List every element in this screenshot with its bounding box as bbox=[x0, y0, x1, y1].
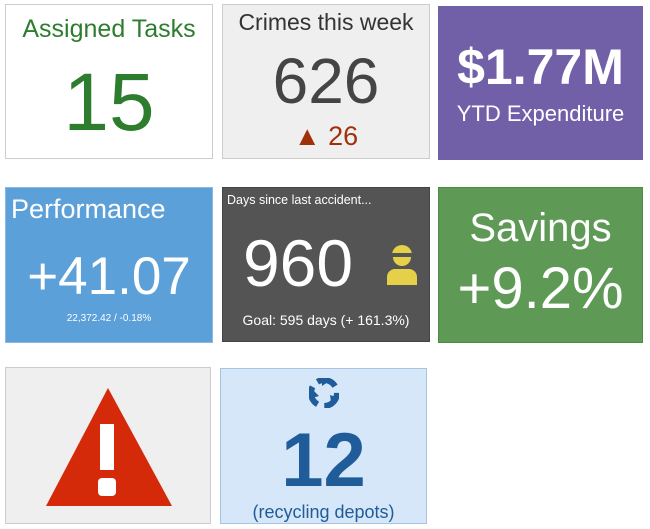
savings-card: Savings +9.2% bbox=[438, 187, 643, 343]
card-label: YTD Expenditure bbox=[456, 101, 625, 126]
performance-card: Performance +41.07 22,372.42 / -0.18% bbox=[5, 187, 213, 343]
card-title: Performance bbox=[11, 194, 166, 224]
card-value: +9.2% bbox=[457, 256, 624, 321]
card-detail: 22,372.42 / -0.18% bbox=[66, 313, 152, 324]
up-triangle-icon: ▲ bbox=[293, 121, 321, 151]
warning-card bbox=[5, 367, 211, 524]
worker-icon bbox=[387, 245, 417, 285]
card-value: $1.77M bbox=[457, 39, 624, 95]
card-value: 626 bbox=[272, 45, 380, 117]
recycling-card: 12 (recycling depots) bbox=[220, 368, 427, 524]
card-title: Assigned Tasks bbox=[22, 15, 196, 43]
card-value: 960 bbox=[242, 226, 354, 300]
card-value: 12 bbox=[281, 418, 366, 503]
warning-triangle-icon bbox=[46, 388, 172, 506]
card-label: (recycling depots) bbox=[252, 502, 395, 522]
card-value: 15 bbox=[63, 57, 155, 148]
recycle-icon bbox=[309, 378, 339, 408]
expenditure-card: $1.77M YTD Expenditure bbox=[438, 6, 643, 160]
card-delta: ▲ 26 bbox=[223, 123, 429, 150]
card-title: Crimes this week bbox=[238, 9, 414, 35]
card-value: +41.07 bbox=[27, 247, 191, 306]
card-title: Savings bbox=[469, 206, 612, 250]
card-title: Days since last accident... bbox=[227, 193, 372, 207]
crimes-card: Crimes this week 626 ▲ 26 bbox=[222, 4, 430, 159]
assigned-tasks-card: Assigned Tasks 15 bbox=[5, 4, 213, 159]
accident-card: Days since last accident... 960 Goal: 59… bbox=[222, 187, 430, 342]
delta-value: 26 bbox=[328, 121, 359, 151]
card-goal: Goal: 595 days (+ 161.3%) bbox=[242, 312, 410, 328]
